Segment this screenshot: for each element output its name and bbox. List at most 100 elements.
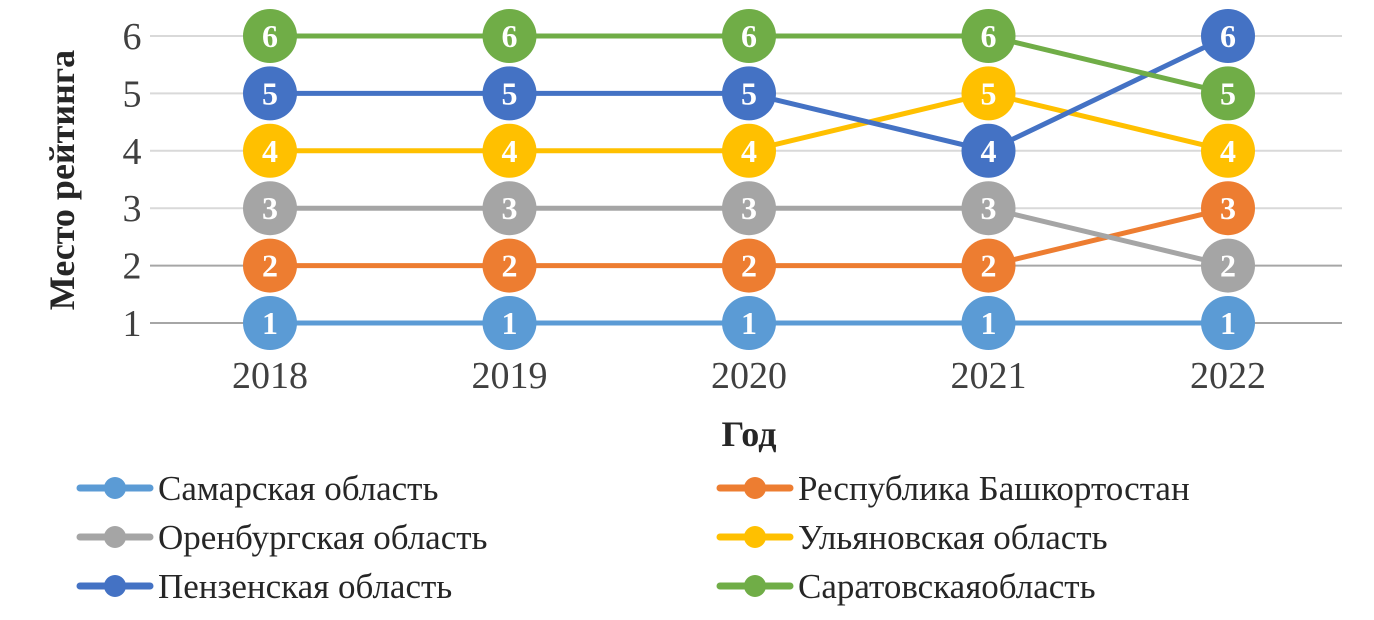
data-label: 5 — [1220, 75, 1236, 111]
legend-item: Саратовскаяобласть — [716, 567, 1096, 606]
data-label: 6 — [502, 18, 518, 54]
data-point — [1201, 296, 1255, 350]
data-point — [961, 123, 1016, 178]
y-axis-title: Место рейтинга — [42, 50, 82, 310]
data-point — [722, 238, 776, 293]
data-label: 2 — [741, 248, 757, 284]
y-tick-label: 1 — [123, 303, 142, 345]
legend-item: Оренбургская область — [76, 518, 488, 557]
data-point — [722, 296, 776, 350]
data-label: 6 — [262, 18, 278, 54]
data-point — [1201, 238, 1255, 293]
data-point — [1201, 181, 1255, 236]
data-point — [961, 9, 1016, 63]
x-tick-label: 2022 — [1190, 355, 1266, 397]
data-point — [482, 238, 537, 293]
data-label: 2 — [981, 248, 997, 284]
legend-item: Ульяновская область — [716, 518, 1108, 557]
data-point — [722, 123, 776, 178]
data-point — [243, 238, 297, 293]
data-label: 2 — [262, 248, 278, 284]
data-label: 5 — [981, 75, 997, 111]
legend-marker-icon — [744, 575, 766, 597]
data-point — [243, 66, 297, 121]
data-label: 4 — [1220, 133, 1236, 169]
series-0: 1 1 1 1 1 — [243, 296, 1255, 350]
data-point — [722, 181, 776, 236]
data-label: 1 — [1220, 305, 1236, 341]
data-label: 2 — [1220, 248, 1236, 284]
legend-marker-icon — [104, 477, 126, 499]
x-tick-label: 2018 — [232, 355, 308, 397]
data-point — [243, 9, 297, 63]
legend-item: Самарская область — [76, 469, 438, 508]
y-tick-label: 3 — [123, 188, 142, 230]
series-5: 6 6 6 6 5 — [243, 9, 1255, 121]
data-label: 1 — [741, 305, 757, 341]
series-group: 1 1 1 1 1 2 2 2 2 3 3 3 3 3 2 4 4 4 5 4 5 5 5 4 6 6 6 6 6 5 — [243, 9, 1255, 350]
x-tick-label: 2020 — [711, 355, 787, 397]
data-point — [961, 181, 1016, 236]
legend-marker-icon — [744, 477, 766, 499]
data-label: 6 — [981, 18, 997, 54]
data-label: 1 — [502, 305, 518, 341]
data-label: 1 — [262, 305, 278, 341]
x-tick-label: 2019 — [472, 355, 548, 397]
series-1: 2 2 2 2 3 — [243, 181, 1255, 293]
data-label: 1 — [981, 305, 997, 341]
y-tick-label: 6 — [123, 16, 142, 58]
data-point — [961, 66, 1016, 121]
data-label: 3 — [262, 190, 278, 226]
data-point — [482, 9, 537, 63]
x-tick-label: 2021 — [951, 355, 1027, 397]
data-point — [482, 123, 537, 178]
data-label: 5 — [502, 75, 518, 111]
x-axis-ticks: 2018 2019 2020 2021 2022 — [232, 355, 1266, 397]
data-label: 2 — [502, 248, 518, 284]
legend: Самарская область Республика Башкортостан… — [76, 469, 1190, 606]
legend-label: Республика Башкортостан — [798, 469, 1190, 508]
series-2: 3 3 3 3 2 — [243, 181, 1255, 293]
data-point — [1201, 66, 1255, 121]
data-label: 4 — [262, 133, 278, 169]
data-label: 3 — [981, 190, 997, 226]
y-tick-label: 4 — [123, 131, 142, 173]
y-tick-label: 2 — [123, 246, 142, 288]
data-label: 3 — [741, 190, 757, 226]
data-point — [1201, 123, 1255, 178]
legend-marker-icon — [104, 575, 126, 597]
data-label: 4 — [502, 133, 518, 169]
y-tick-label: 5 — [123, 73, 142, 115]
legend-marker-icon — [744, 526, 766, 548]
data-label: 5 — [741, 75, 757, 111]
series-4: 5 5 5 4 6 — [243, 9, 1255, 178]
legend-label: Оренбургская область — [158, 518, 488, 557]
data-label: 5 — [262, 75, 278, 111]
legend-marker-icon — [104, 526, 126, 548]
legend-label: Ульяновская область — [798, 518, 1108, 557]
legend-item: Пензенская область — [76, 567, 452, 606]
data-point — [722, 9, 776, 63]
data-point — [961, 238, 1016, 293]
data-point — [482, 296, 537, 350]
legend-label: Пензенская область — [158, 567, 452, 606]
data-point — [722, 66, 776, 121]
data-label: 3 — [502, 190, 518, 226]
legend-label: Самарская область — [158, 469, 438, 508]
data-point — [482, 66, 537, 121]
data-label: 6 — [1220, 18, 1236, 54]
data-point — [243, 181, 297, 236]
legend-label: Саратовскаяобласть — [798, 567, 1096, 606]
y-axis-ticks: 1 2 3 4 5 6 — [123, 16, 142, 345]
x-axis-title: Год — [722, 414, 777, 454]
data-label: 6 — [741, 18, 757, 54]
data-label: 3 — [1220, 190, 1236, 226]
data-point — [243, 123, 297, 178]
data-point — [482, 181, 537, 236]
data-label: 4 — [741, 133, 757, 169]
data-point — [1201, 9, 1255, 63]
data-point — [961, 296, 1016, 350]
data-point — [243, 296, 297, 350]
data-label: 4 — [981, 133, 997, 169]
